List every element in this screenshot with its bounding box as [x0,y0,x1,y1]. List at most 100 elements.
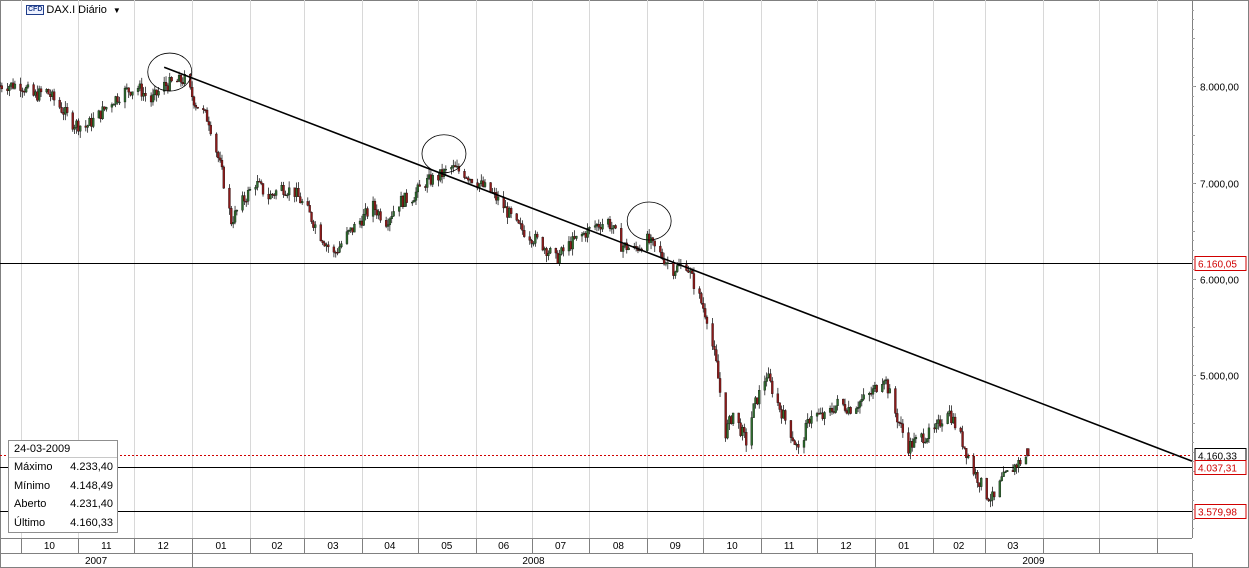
candle-body [922,433,925,444]
candle-body [675,265,679,272]
candle-body [388,218,392,226]
y-tick-label: 6.000,00 [1200,276,1239,287]
candle-body [418,184,421,187]
candle-body [284,194,287,196]
candle-body [517,219,520,224]
candle-body [896,413,899,423]
candle-body [310,212,313,222]
candle-body [125,87,128,89]
chevron-down-icon[interactable]: ▼ [112,5,121,15]
x-month-label: 11 [101,541,112,552]
candle-body [586,228,589,238]
candle-body [754,397,757,404]
price-label-box [1194,460,1247,475]
candle-body [819,412,822,415]
candle-body [795,444,798,446]
info-label: Mínimo [14,479,51,492]
candle-body [776,393,780,403]
candle-body [345,231,349,244]
candle-body [360,220,364,226]
candle-body [573,236,576,239]
x-month-label: 09 [670,541,682,552]
candle-body [886,379,890,394]
candle-body [366,208,369,217]
candle-body [319,224,323,242]
candle-body [924,441,927,444]
candle-body [963,446,966,449]
candle-body [556,252,559,264]
candle-body [950,410,953,424]
candle-body [36,91,39,101]
x-month-label: 02 [953,541,965,552]
candle-body [271,193,274,196]
candle-body [103,106,106,110]
candle-body [334,252,337,254]
candle-body [646,233,649,251]
candle-body [496,196,500,201]
candle-body [358,220,362,225]
candle-body [875,384,878,392]
candle-body [58,99,61,108]
candle-body [286,194,289,197]
candle-body [791,437,794,441]
candle-body [164,81,168,86]
candle-body [77,120,80,132]
candle-body [532,243,535,245]
candle-body [308,205,311,213]
candle-body [571,236,574,250]
candle-body [743,427,746,433]
candle-body [987,498,990,501]
candle-body [202,108,205,110]
candle-body [177,74,181,82]
candle-body [6,88,9,91]
info-value: 4.160,33 [70,516,113,529]
candle-body [155,89,158,96]
candle-body [401,195,405,208]
candle-body [209,124,212,135]
candle-body [84,125,87,128]
candle-body [412,200,416,203]
candle-body [534,233,537,244]
candle-body [519,222,522,225]
candle-body [480,180,483,184]
candle-body [909,441,912,454]
candle-body [810,416,813,424]
candle-body [34,91,37,96]
candle-body [674,271,677,276]
candle-body [21,90,24,92]
candle-body [218,157,222,161]
candle-body [730,416,733,424]
candle-body [845,410,849,414]
candle-body [463,171,466,178]
candle-body [110,104,114,108]
candle-body [741,427,744,436]
candle-body [149,95,153,103]
candle-body [731,412,735,424]
candle-body [299,196,302,204]
x-month-label: 08 [613,541,625,552]
candle-body [293,187,296,197]
candle-body [830,408,834,412]
candle-body [390,216,393,220]
candle-body [179,74,183,83]
candle-body [364,208,367,215]
candle-body [426,178,429,188]
candle-body [1019,460,1022,465]
candle-body [52,91,56,101]
candle-body [967,455,970,458]
x-month-label: 06 [498,541,510,552]
candle-body [321,240,324,244]
candle-body [465,177,468,179]
candle-body [439,169,442,181]
candle-body [71,112,74,130]
info-date: 24-03-2009 [9,441,117,458]
candle-body [907,432,910,454]
instrument-selector[interactable]: CFD DAX.I Diário ▼ [26,3,121,17]
candle-body [784,410,787,421]
candle-body [1013,464,1016,472]
candle-body [403,192,406,208]
candle-body [862,394,865,400]
candle-body [823,412,826,419]
candle-body [246,190,250,202]
